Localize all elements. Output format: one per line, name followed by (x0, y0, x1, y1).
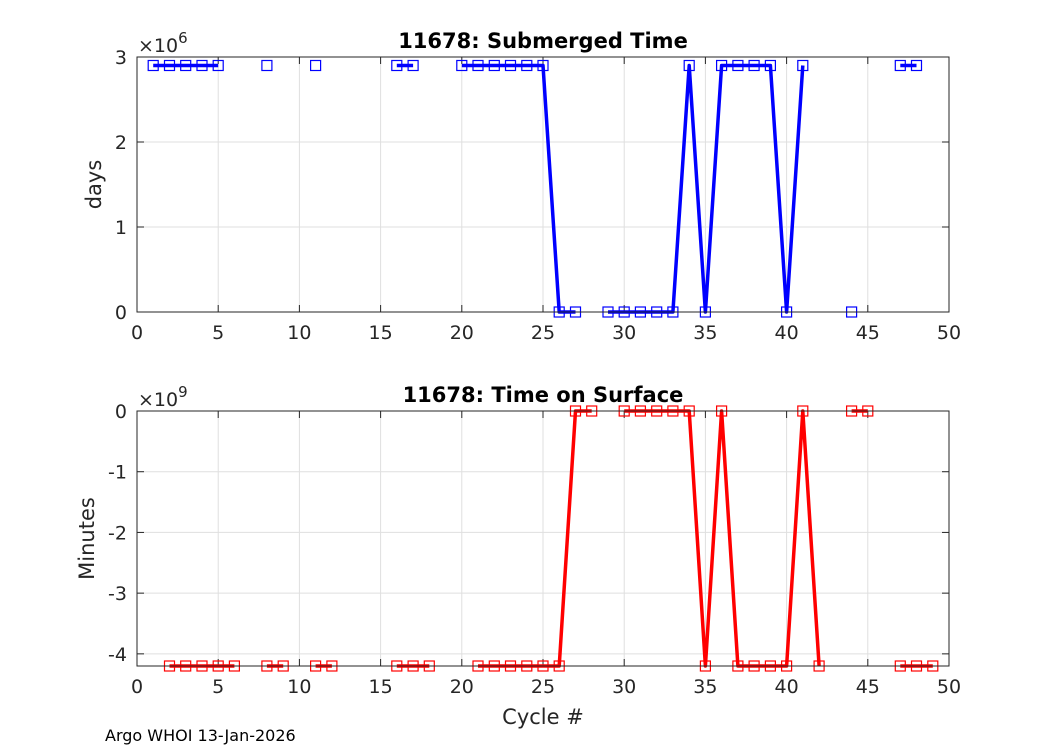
exponent-power: 9 (178, 383, 188, 401)
data-point-marker (797, 59, 809, 72)
y-tick-label: 2 (115, 132, 127, 154)
y-axis-exponent: ×106 (138, 29, 188, 57)
data-point-marker (894, 59, 906, 72)
submerged-time-chart: 0 5 10 15 20 25 30 35 40 45 50 0 1 2 3 11678: Submerge… (82, 29, 961, 344)
data-point-marker (683, 59, 695, 72)
x-axis-label: Cycle # (502, 705, 584, 729)
data-point-marker (391, 59, 403, 72)
x-tick-label: 10 (287, 322, 311, 344)
data-point-marker (196, 59, 208, 72)
series-line (461, 63, 576, 314)
y-tick-label: -1 (108, 462, 127, 484)
x-tick-label: 0 (131, 322, 143, 344)
data-point-marker (163, 59, 176, 72)
tick-labels: 0 5 10 15 20 25 30 35 40 45 50 0 1 2 3 (115, 47, 961, 344)
x-tick-label: 35 (693, 322, 717, 344)
data-point-marker (732, 59, 744, 72)
x-tick-label: 45 (856, 322, 880, 344)
x-tick-label: 30 (612, 322, 636, 344)
x-tick-label: 20 (450, 676, 474, 698)
x-tick-label: 5 (212, 676, 224, 698)
y-tick-label: 0 (115, 302, 127, 324)
data-point-marker (261, 59, 273, 72)
x-tick-label: 40 (775, 676, 799, 698)
chart-title: 11678: Time on Surface (403, 383, 684, 407)
y-axis-label: Minutes (75, 497, 99, 580)
footer-credit: Argo WHOI 13-Jan-2026 (105, 726, 296, 745)
x-tick-label: 10 (287, 676, 311, 698)
data-point-marker (456, 59, 468, 72)
data-point-marker (504, 59, 517, 72)
y-tick-label: 3 (115, 47, 127, 69)
data-point-marker (180, 59, 192, 72)
y-tick-label: 1 (115, 217, 127, 239)
time-on-surface-chart: 0 5 10 15 20 25 30 35 40 45 50 0 -1 -2 -3 -4 11678: Tim… (75, 383, 961, 729)
x-tick-label: 25 (531, 676, 555, 698)
y-tick-label: -3 (108, 583, 127, 605)
x-tick-label: 45 (856, 676, 880, 698)
data-point-marker (472, 59, 484, 72)
data-point-marker (910, 59, 923, 72)
exponent-power: 6 (178, 29, 188, 47)
data-point-marker (407, 59, 419, 72)
exponent-base: ×10 (138, 389, 178, 411)
x-tick-label: 0 (131, 676, 143, 698)
tick-labels: 0 5 10 15 20 25 30 35 40 45 50 0 -1 -2 -3 -4 (108, 401, 961, 698)
chart-title: 11678: Submerged Time (398, 29, 688, 53)
x-tick-label: 30 (612, 676, 636, 698)
data-point-marker (147, 59, 159, 72)
data-point-marker (715, 59, 728, 72)
data-point-marker (748, 59, 760, 72)
data-point-marker (310, 59, 322, 72)
x-tick-label: 50 (937, 322, 961, 344)
x-tick-label: 40 (775, 322, 799, 344)
data-point-marker (764, 59, 777, 72)
data-point-marker (521, 59, 533, 72)
y-tick-label: -2 (108, 522, 127, 544)
x-tick-label: 50 (937, 676, 961, 698)
x-tick-label: 35 (693, 676, 717, 698)
data-point-marker (537, 59, 549, 72)
x-tick-label: 15 (369, 322, 393, 344)
data-point-marker (212, 59, 224, 72)
y-tick-label: -4 (108, 644, 127, 666)
y-axis-exponent: ×109 (138, 383, 188, 411)
axes-box (136, 410, 950, 667)
x-tick-label: 20 (450, 322, 474, 344)
x-tick-label: 25 (531, 322, 555, 344)
y-axis-label: days (82, 160, 106, 210)
axes-box (136, 56, 950, 313)
y-tick-label: 0 (115, 401, 127, 423)
exponent-base: ×10 (138, 35, 178, 57)
x-tick-label: 5 (212, 322, 224, 344)
x-tick-label: 15 (369, 676, 393, 698)
data-point-marker (488, 59, 500, 72)
